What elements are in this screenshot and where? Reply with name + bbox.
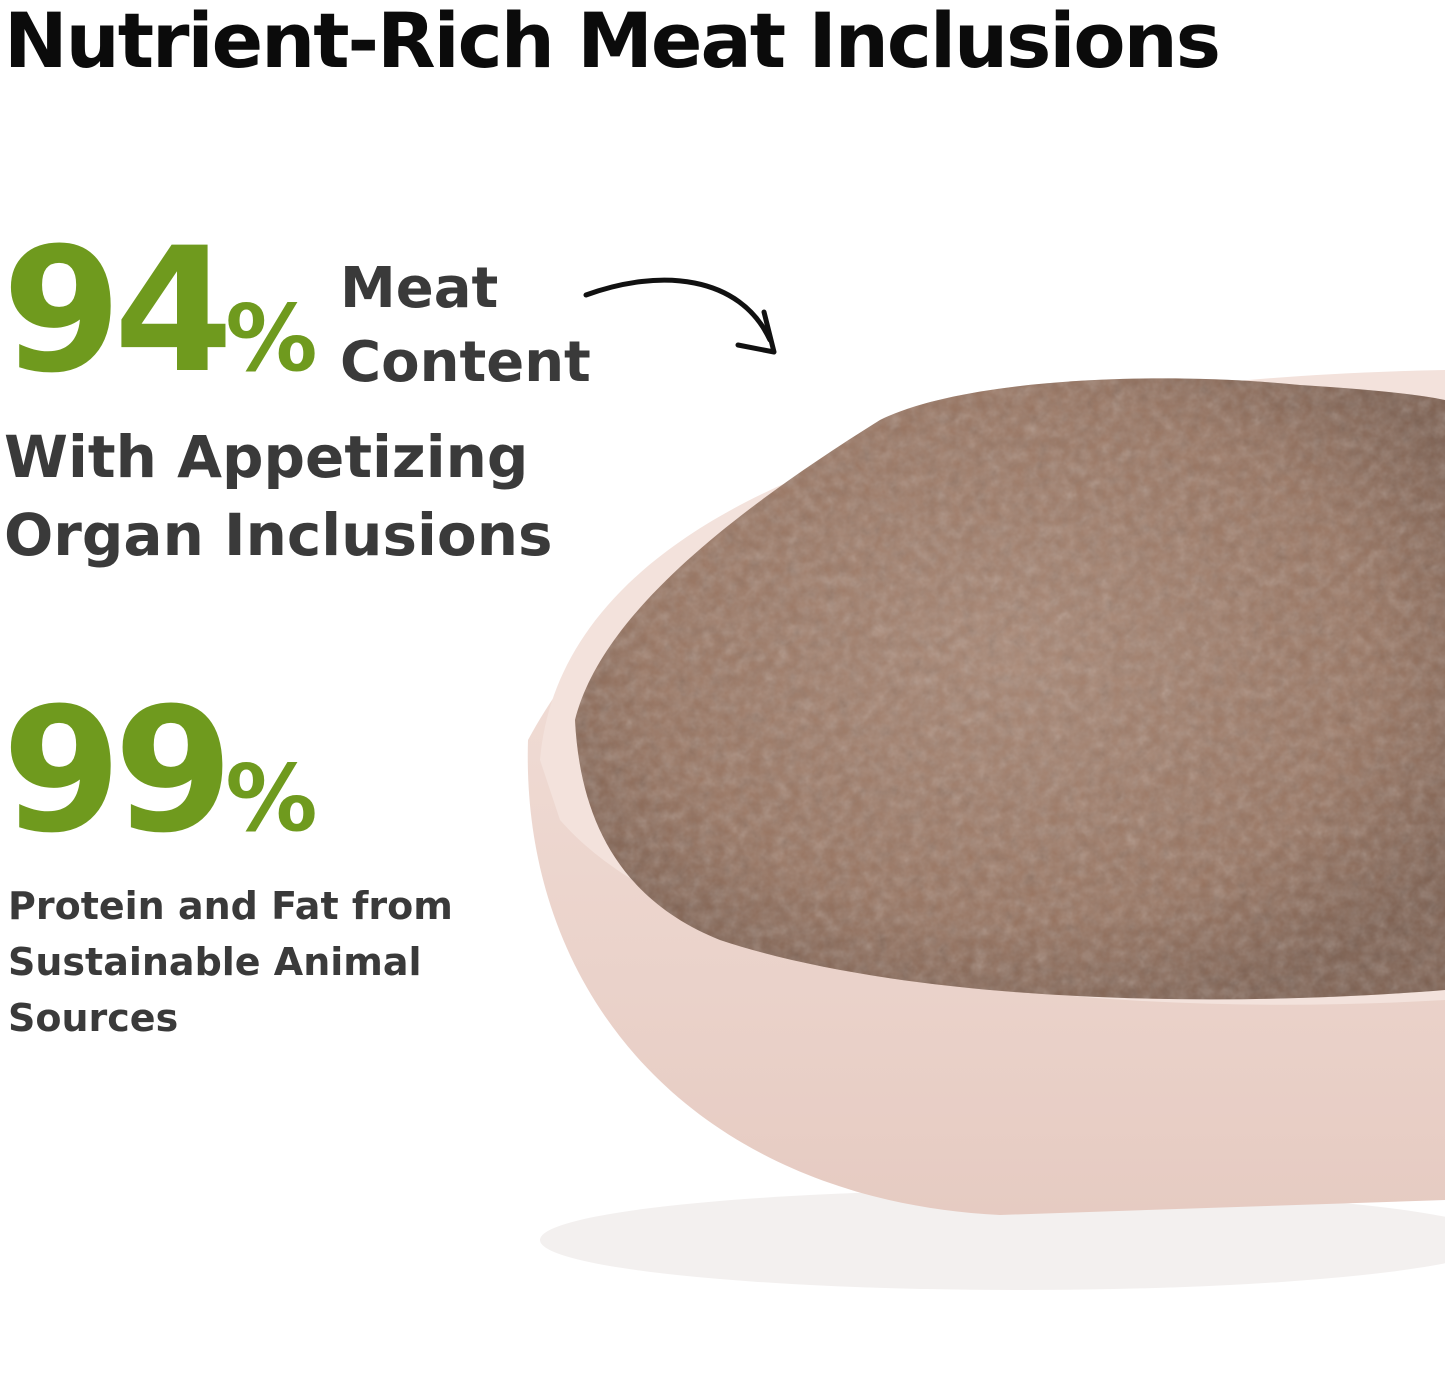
arrow-icon [583, 277, 773, 343]
stat-99-percent: 99% [2, 685, 318, 857]
stat2-subtext: Protein and Fat from Sustainable Animal … [8, 878, 453, 1046]
stat-94-percent: 94% [2, 225, 318, 397]
stat-unit: % [225, 285, 317, 392]
stat-unit: % [225, 745, 317, 852]
stat1-subtext: With Appetizing Organ Inclusions [4, 418, 553, 574]
stat2-sub-line3: Sources [8, 996, 179, 1040]
bowl-shadow [540, 1190, 1445, 1290]
page-title: Nutrient-Rich Meat Inclusions [4, 0, 1221, 85]
stat1-label: Meat Content [340, 252, 591, 400]
stat2-sub-line1: Protein and Fat from [8, 884, 453, 928]
stat1-label-line1: Meat [340, 256, 499, 321]
stat2-sub-line2: Sustainable Animal [8, 940, 422, 984]
stat-number: 99 [2, 670, 233, 871]
stat1-label-line2: Content [340, 330, 591, 395]
stat-number: 94 [2, 210, 233, 411]
stat1-sub-line2: Organ Inclusions [4, 501, 553, 569]
stat1-sub-line1: With Appetizing [4, 423, 529, 491]
